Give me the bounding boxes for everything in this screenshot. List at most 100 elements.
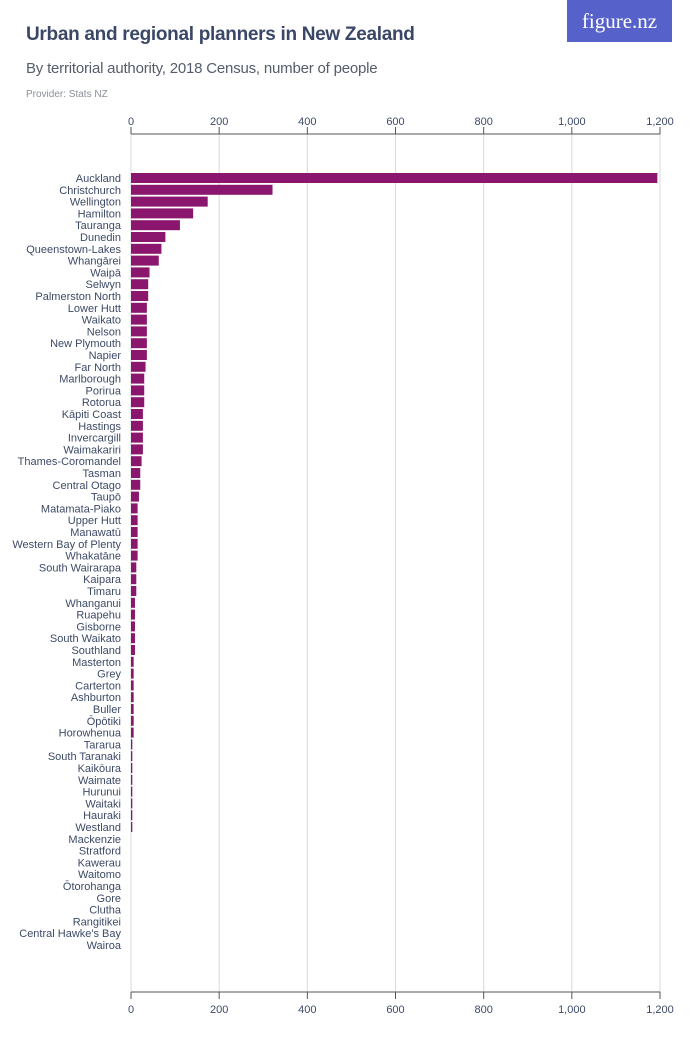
logo-text: figure.nz	[581, 8, 658, 33]
figure-nz-logo[interactable]: figure.nz	[567, 0, 672, 42]
category-label: Dunedin	[80, 232, 121, 244]
bar	[131, 810, 133, 821]
tick-label-top: 0	[128, 116, 134, 128]
category-label: Ashburton	[71, 692, 121, 704]
category-label: Ōpōtiki	[87, 716, 121, 728]
bar	[131, 420, 143, 431]
bar	[131, 503, 138, 514]
category-label: Hurunui	[82, 787, 121, 799]
tick-label-bottom: 200	[210, 1004, 228, 1016]
category-label: Hastings	[78, 421, 121, 433]
tick-label-top: 200	[210, 116, 228, 128]
bar	[131, 338, 147, 349]
category-label: South Waikato	[50, 633, 121, 645]
category-label: Palmerston North	[35, 291, 121, 303]
category-label: Taupō	[91, 492, 121, 504]
category-label: Central Otago	[53, 480, 121, 492]
category-label: Buller	[93, 704, 121, 716]
category-label: Lower Hutt	[68, 303, 121, 315]
tick-label-top: 600	[386, 116, 404, 128]
category-label: New Plymouth	[50, 338, 121, 350]
bar	[131, 774, 133, 785]
category-label: Nelson	[87, 326, 121, 338]
bar	[131, 373, 145, 384]
category-label: Tasman	[82, 468, 121, 480]
bar	[131, 432, 143, 443]
bar	[131, 550, 138, 561]
tick-label-top: 800	[474, 116, 492, 128]
tick-label-bottom: 1,000	[558, 1004, 586, 1016]
chart-subtitle: By territorial authority, 2018 Census, n…	[26, 60, 378, 77]
category-label: Waipā	[90, 267, 122, 279]
bar	[131, 704, 134, 714]
category-label: Invercargill	[68, 433, 121, 445]
gridlines	[130, 134, 661, 992]
bar	[131, 314, 147, 325]
category-label: Ruapehu	[76, 610, 121, 622]
category-label: Upper Hutt	[68, 515, 121, 527]
category-label: Selwyn	[86, 279, 121, 291]
bar	[131, 232, 166, 242]
category-label: Hamilton	[78, 208, 121, 220]
bar	[131, 527, 138, 537]
category-label: Tauranga	[75, 220, 122, 232]
bar	[131, 562, 137, 573]
bar	[131, 326, 147, 337]
tick-label-bottom: 0	[128, 1004, 134, 1016]
bar	[131, 574, 137, 585]
tick-label-top: 400	[298, 116, 316, 128]
category-label: Gore	[97, 893, 121, 905]
tick-label-top: 1,200	[646, 116, 674, 128]
bar	[131, 491, 139, 502]
bar	[131, 727, 134, 738]
bar	[131, 715, 134, 726]
category-label: Whakatāne	[65, 551, 121, 563]
category-label: Far North	[75, 362, 121, 374]
category-label: Wairoa	[87, 940, 122, 952]
tick-label-bottom: 1,200	[646, 1004, 674, 1016]
category-label: Carterton	[75, 680, 121, 692]
bar	[131, 798, 133, 809]
category-label: Kaipara	[83, 574, 122, 586]
category-label: Napier	[89, 350, 122, 362]
bar	[131, 385, 145, 396]
tick-label-bottom: 600	[386, 1004, 404, 1016]
bar	[131, 468, 141, 478]
category-label: Rotorua	[82, 397, 122, 409]
category-label: Thames-Coromandel	[18, 456, 121, 468]
tick-label-top: 1,000	[558, 116, 586, 128]
category-label: Rangitikei	[73, 916, 121, 928]
category-label: Porirua	[86, 385, 122, 397]
bar	[131, 350, 147, 360]
category-label: Hauraki	[83, 810, 121, 822]
category-label: Mackenzie	[68, 834, 121, 846]
category-label: Grey	[97, 669, 121, 681]
category-label: Waikato	[82, 315, 121, 327]
bar	[131, 397, 145, 408]
category-label: South Wairarapa	[39, 562, 122, 574]
bar	[131, 786, 133, 797]
bar	[131, 173, 658, 183]
category-labels: AucklandChristchurchWellingtonHamiltonTa…	[12, 173, 122, 952]
bar	[131, 220, 180, 231]
bar	[131, 586, 137, 596]
category-label: Kaikōura	[78, 763, 122, 775]
bar	[131, 668, 134, 679]
bar	[131, 279, 149, 290]
category-label: Waimakariri	[63, 444, 121, 456]
bars	[131, 173, 658, 832]
bar	[131, 751, 133, 762]
category-label: Christchurch	[59, 185, 121, 197]
bar	[131, 267, 150, 278]
category-label: Queenstown-Lakes	[26, 244, 121, 256]
bar	[131, 291, 149, 301]
bar	[131, 645, 135, 655]
category-label: Wellington	[70, 197, 121, 209]
category-label: Westland	[75, 822, 121, 834]
category-label: Whanganui	[65, 598, 121, 610]
bar	[131, 361, 146, 372]
category-label: Waitomo	[78, 869, 121, 881]
bar	[131, 621, 135, 632]
category-label: Central Hawke's Bay	[19, 928, 121, 940]
